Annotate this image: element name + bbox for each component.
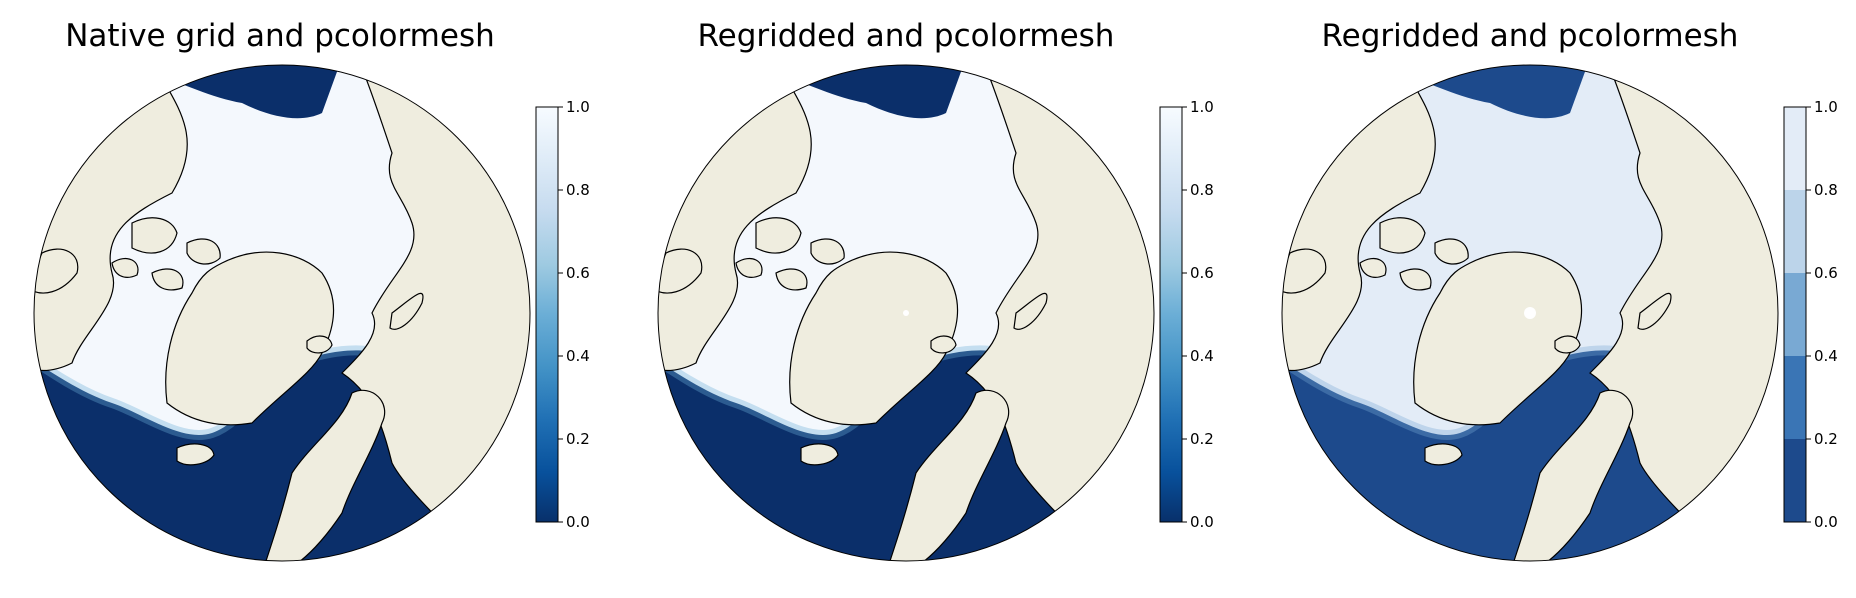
colorbar-tick-label: 0.8: [566, 181, 590, 199]
colorbar-tick-label: 0.0: [566, 513, 590, 531]
map-panel-1-content: [34, 65, 530, 561]
land-svalbard: [1554, 335, 1581, 354]
bering-open-water: [402, 72, 462, 101]
land-scandinavia: [1509, 389, 1634, 561]
land-caa4: [1359, 258, 1387, 278]
land-svalbard: [306, 335, 333, 354]
land-caa3: [151, 268, 184, 291]
panel-3-title: Regridded and pcolormesh: [1321, 18, 1739, 54]
colorbar-1: 0.0 0.2 0.4 0.6 0.8 1.0: [535, 98, 590, 531]
panel-2-title: Regridded and pcolormesh: [697, 18, 1115, 54]
colorbar-tick-label: 0.8: [1190, 181, 1214, 199]
land-caa2: [186, 238, 221, 265]
marginal-ice-zone: [1282, 65, 1778, 440]
colorbar-tick-label: 0.0: [1190, 513, 1214, 531]
map-panel-2-layer: [658, 65, 1154, 561]
pole-hole: [903, 310, 909, 316]
colorbar-tick-label: 0.4: [1190, 347, 1214, 365]
colorbar-tick-label: 0.6: [566, 264, 590, 282]
map-boundary-3: [1281, 64, 1779, 562]
pole-hole: [1524, 307, 1536, 319]
land-iceland: [1424, 443, 1463, 466]
land-novaya: [389, 292, 424, 330]
land-caa1: [755, 217, 802, 254]
colorbar-tick-label: 0.6: [1190, 264, 1214, 282]
colorbar-tick-label: 1.0: [1814, 98, 1838, 116]
colorbar-frame: [1159, 106, 1183, 523]
colorbar-level-0: [1784, 439, 1806, 522]
colorbar-level-3: [1784, 190, 1806, 273]
land-novaya: [1013, 292, 1048, 330]
land-greenland: [165, 251, 335, 426]
land-caa3: [775, 268, 808, 291]
colorbar-level-1: [1784, 356, 1806, 439]
colorbar-frame: [1783, 106, 1807, 523]
land-greenland: [789, 251, 959, 426]
colorbar-tick-label: 1.0: [1190, 98, 1214, 116]
colorbar-tick-label: 0.2: [1814, 430, 1838, 448]
bering-open-water: [1026, 72, 1086, 101]
land-svalbard: [930, 335, 957, 354]
map-panel-2-content: [658, 65, 1154, 561]
land-iceland: [800, 443, 839, 466]
land-caa2: [810, 238, 845, 265]
colorbar-tick-label: 0.4: [1814, 347, 1838, 365]
land-caa3: [1399, 268, 1432, 291]
land-caa4: [111, 258, 139, 278]
colorbar-tick-label: 0.2: [1190, 430, 1214, 448]
bering-open-water: [1650, 72, 1710, 101]
colorbar-gradient: [1160, 107, 1182, 522]
land-greenland: [1413, 251, 1583, 426]
land-scandinavia: [261, 389, 386, 561]
land-caa1: [1379, 217, 1426, 254]
map-panel-3-content: [1282, 65, 1778, 561]
colorbar-gradient: [536, 107, 558, 522]
colorbar-tick-label: 0.0: [1814, 513, 1838, 531]
colorbar-tick-label: 0.6: [1814, 264, 1838, 282]
land-scandinavia: [885, 389, 1010, 561]
colorbar-tick-label: 0.2: [566, 430, 590, 448]
map-panel-2: [658, 65, 1154, 561]
map-boundary-1: [33, 64, 531, 562]
land-caa1: [131, 217, 178, 254]
colorbar-2: 0.0 0.2 0.4 0.6 0.8 1.0: [1159, 98, 1214, 531]
colorbar-tick-label: 0.8: [1814, 181, 1838, 199]
land-caa2: [1434, 238, 1469, 265]
colorbar-3: 0.0 0.2 0.4 0.6 0.8 1.0: [1783, 98, 1838, 531]
colorbar-frame: [535, 106, 559, 523]
colorbar-tick-label: 1.0: [566, 98, 590, 116]
map-panel-3-layer: [1282, 65, 1778, 561]
land-caa4: [735, 258, 763, 278]
colorbar-tick-label: 0.4: [566, 347, 590, 365]
land-novaya: [1637, 292, 1672, 330]
colorbar-level-4: [1784, 107, 1806, 190]
panel-1-title: Native grid and pcolormesh: [65, 18, 495, 54]
colorbar-level-2: [1784, 273, 1806, 356]
map-panel-1-layer: [34, 65, 530, 561]
land-iceland: [176, 443, 215, 466]
marginal-ice-zone: [34, 65, 530, 440]
marginal-ice-zone: [658, 65, 1154, 440]
map-boundary-2: [657, 64, 1155, 562]
map-panel-3: [1282, 65, 1778, 561]
map-panel-1: [34, 65, 530, 561]
